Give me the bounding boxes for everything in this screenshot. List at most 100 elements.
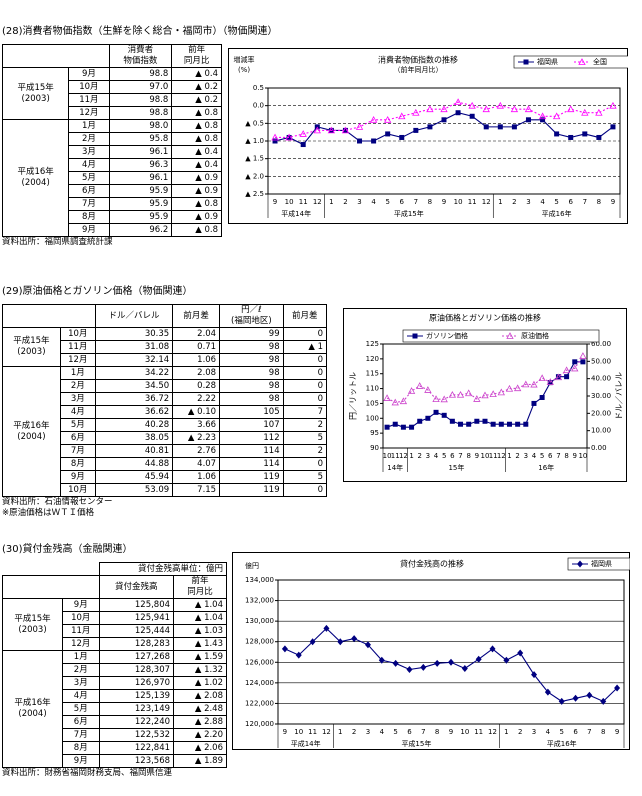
point [434, 659, 441, 667]
x-tick-label: 12 [322, 728, 331, 736]
cell-value: ▲ 0.8 [171, 223, 222, 237]
cell-value: ▲ 0.2 [171, 93, 222, 107]
cell-value: ▲ 0.9 [171, 210, 222, 224]
point [546, 378, 554, 385]
x-tick-label: 6 [450, 452, 455, 460]
point [600, 697, 607, 705]
cell-value: ▲ 1 [282, 340, 328, 354]
cell-value: ▲ 1.04 [173, 598, 227, 612]
y-tick-label: 90 [370, 444, 379, 452]
point [523, 421, 529, 427]
x-tick-label: 4 [540, 198, 545, 206]
row: 平成16年 (2004) 1月 127,268 ▲ 1.59 [1, 650, 227, 768]
point [432, 395, 440, 403]
note: ※原油価格はＷＴＩ価格 [2, 508, 95, 518]
x-tick-label: 10 [481, 452, 490, 460]
point [473, 395, 481, 402]
point [595, 108, 603, 116]
cell-value: 126,970 [98, 676, 175, 690]
month: 10月 [62, 611, 100, 625]
x-tick-label: 2 [518, 728, 522, 736]
x-tick-label: 10 [578, 452, 587, 460]
blank [3, 563, 100, 576]
y-tick-label: ▲ 1.0 [245, 137, 264, 145]
point [371, 138, 377, 144]
point [456, 390, 465, 398]
cell-value: 0.28 [172, 379, 221, 393]
series-line [275, 101, 614, 139]
chart-title: 貸付金残高の推移 [400, 559, 464, 569]
legend-box [513, 55, 628, 69]
cell-value: 98 [219, 340, 284, 354]
cell-value: 128,283 [98, 637, 175, 651]
x-tick-label: 10 [454, 198, 463, 206]
header-line: 前年 [191, 576, 209, 586]
x-tick-label: 12 [497, 452, 506, 460]
cell-value: 2.04 [172, 327, 221, 341]
point [378, 656, 385, 664]
month: 7月 [62, 728, 100, 742]
section-title: (28)消費者物価指数（生鮮を除く総合・福岡市）（物価関連） [2, 26, 278, 37]
cell-value: ▲ 1.43 [173, 637, 227, 651]
cell-value: 7.15 [172, 483, 221, 497]
group-label: 16年 [538, 463, 554, 472]
x-tick-label: 6 [548, 452, 553, 460]
point [544, 688, 551, 696]
row: 平成15年 (2003) 9月 98.8 ▲ 0.4 [1, 67, 222, 120]
group-line: 平成15年 [14, 613, 51, 624]
header-line: 円／ℓ [241, 305, 262, 315]
y2-tick-label: 60.00 [591, 340, 611, 348]
month: 5月 [62, 702, 100, 716]
point [385, 131, 391, 137]
cell-value: 96.1 [108, 171, 173, 185]
cell-value: 125,941 [98, 611, 175, 625]
x-tick-label: 11 [299, 198, 308, 206]
point [614, 684, 621, 692]
point [271, 133, 279, 141]
group-label: 平成16年 [542, 209, 572, 218]
legend-marker [577, 560, 583, 568]
group-line: (2003) [21, 93, 50, 104]
header-row: ドル／バレル 前月差 円／ℓ (福岡地区) 前月差 [2, 304, 328, 328]
group-line: 平成16年 [17, 167, 54, 177]
x-tick-label: 4 [532, 452, 537, 460]
header-line: (福岡地区) [231, 316, 272, 326]
cell-value: 98 [219, 379, 284, 393]
x-tick-label: 7 [556, 452, 560, 460]
cell-value: 34.22 [94, 366, 174, 380]
month: 10月 [68, 80, 110, 94]
cell-value: 98 [219, 392, 284, 406]
point [416, 382, 424, 389]
point [409, 424, 415, 430]
chart: 120,000 122,000 124,000 126,000 128,000 130,0… [232, 552, 630, 750]
cell-value: 98.8 [108, 106, 173, 120]
cell-value: 0 [282, 457, 328, 471]
blank [2, 304, 96, 328]
row: 9月 96.2 ▲ 0.8 [3, 223, 222, 237]
x-tick-label: 5 [559, 728, 563, 736]
plot-area [277, 579, 625, 725]
month: 2月 [62, 663, 100, 677]
y-tick-label: 120 [366, 355, 379, 363]
row: 9月 45.94 1.06 119 5 [3, 470, 328, 484]
y-axis-label: 円／リットル [349, 372, 358, 420]
cell-value: 2.08 [172, 366, 221, 380]
group-label: 平成14年 [291, 739, 321, 748]
header-line: 貸付金残高 [115, 581, 158, 592]
point [355, 123, 364, 130]
y-tick-label: 110 [366, 385, 379, 393]
point [579, 352, 587, 359]
point [511, 124, 517, 130]
cell-value: 1.06 [172, 353, 221, 367]
point [538, 112, 547, 120]
month: 8月 [59, 457, 96, 471]
cell-value: 31.08 [94, 340, 174, 354]
chart-title: 消費者物価指数の推移 [378, 55, 458, 65]
cell-value: 3.66 [172, 418, 221, 432]
month: 11月 [68, 93, 110, 107]
group-label: 平成15年 (2003) [1, 598, 64, 651]
row: 平成15年 (2003) 9月 125,804 ▲ 1.04 [1, 598, 227, 651]
point [586, 691, 593, 699]
point [555, 374, 561, 380]
cell-value: 119 [219, 470, 284, 484]
